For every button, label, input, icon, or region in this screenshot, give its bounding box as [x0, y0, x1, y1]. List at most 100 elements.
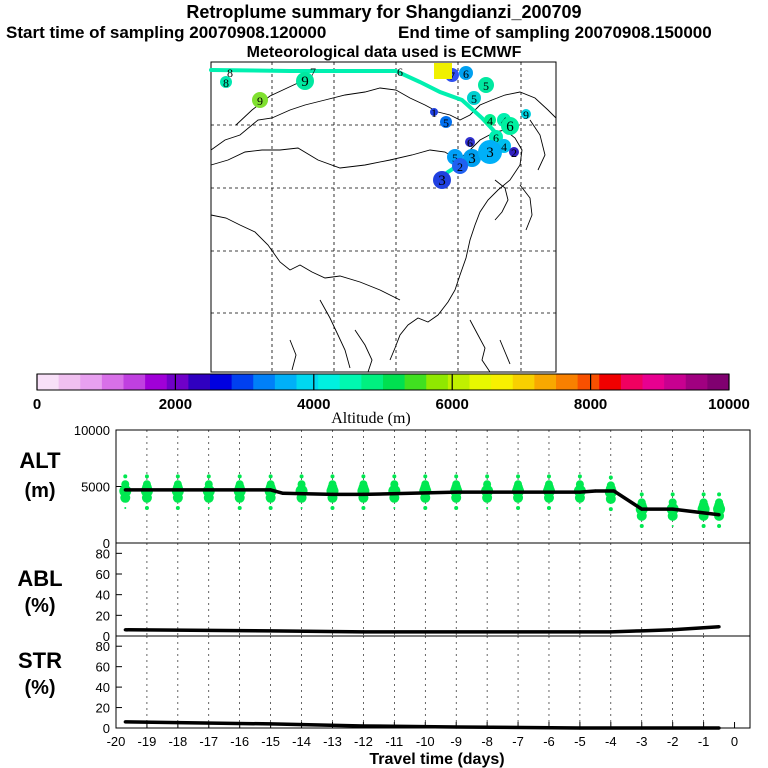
map-marker: [220, 76, 232, 88]
alt-scatter-point: [605, 493, 616, 504]
alt-scatter-point: [237, 474, 242, 479]
alt-scatter-point: [639, 524, 644, 529]
alt-scatter-point: [574, 492, 585, 503]
panel-frame: [115, 542, 751, 637]
map-graticule: [211, 62, 556, 372]
alt-scatter-point: [268, 474, 273, 479]
x-tick-label: -20: [107, 734, 126, 749]
alt-scatter-point: [701, 524, 706, 529]
colorbar-swatch: [404, 374, 427, 390]
series-point: [361, 630, 366, 634]
panel-label: (%): [24, 595, 55, 617]
alt-scatter-point: [234, 492, 245, 503]
x-tick-label: -9: [450, 734, 462, 749]
colorbar-swatch: [664, 374, 687, 390]
y-tick-label: 60: [96, 660, 110, 675]
alt-scatter-point: [124, 506, 127, 509]
alt-scatter-point: [671, 525, 674, 528]
colorbar-swatch: [556, 374, 579, 390]
series-point: [123, 488, 127, 492]
alt-scatter-point: [393, 506, 396, 509]
x-tick-label: -18: [168, 734, 187, 749]
panel-frame: [115, 635, 751, 729]
colorbar-swatch: [101, 374, 124, 390]
alt-scatter-point: [608, 475, 613, 480]
alt-scatter-point: [516, 505, 521, 510]
alt-scatter-point: [327, 482, 338, 493]
colorbar-swatch: [80, 374, 103, 390]
x-axis-label: Travel time (days): [369, 751, 504, 768]
series-point: [578, 490, 582, 494]
alt-scatter-point: [423, 505, 428, 510]
colorbar-swatch: [685, 374, 708, 390]
alt-scatter-point: [454, 474, 459, 479]
alt-scatter-point: [299, 474, 304, 479]
series-point: [361, 492, 366, 497]
alt-scatter-point: [578, 506, 581, 509]
series-point: [454, 630, 458, 634]
map-marker-label: 8: [227, 66, 233, 80]
map-marker-label: 4: [501, 140, 507, 154]
alt-scatter-point: [636, 510, 647, 521]
alt-scatter-point: [483, 483, 492, 492]
alt-scatter-point: [390, 483, 399, 492]
alt-scatter-point: [141, 492, 152, 503]
alt-scatter-point: [451, 482, 462, 493]
alt-scatter-point: [575, 483, 584, 492]
altitude-colorbar: 0 2000 4000 6000 8000 10000: [33, 373, 750, 413]
map-marker-label: 3: [486, 145, 494, 161]
alt-scatter-point: [546, 474, 551, 479]
x-tick-label: -16: [230, 734, 249, 749]
x-tick-label: -2: [667, 734, 679, 749]
colorbar-swatch: [707, 374, 730, 390]
x-tick-label: -1: [698, 734, 710, 749]
colorbar-swatch: [318, 374, 341, 390]
colorbar-swatch: [426, 374, 449, 390]
alt-scatter-point: [516, 474, 521, 479]
alt-scatter-point: [701, 492, 706, 497]
colorbar-swatch: [491, 374, 514, 390]
x-tick-label: -13: [323, 734, 342, 749]
colorbar-swatch: [642, 374, 665, 390]
alt-scatter-point: [454, 505, 459, 510]
alt-scatter-point: [670, 492, 675, 497]
map-marker: [430, 108, 438, 116]
colorbar-swatch: [188, 374, 211, 390]
series-point: [609, 630, 613, 634]
series-line-alt: [125, 488, 720, 517]
map-marker-label: 2: [457, 160, 463, 174]
x-tick-label: -8: [481, 734, 493, 749]
map-marker-label: 3: [468, 151, 476, 167]
series-line-str: [125, 720, 720, 730]
alt-scatter-point: [451, 492, 462, 503]
series-point: [578, 630, 582, 634]
alt-scatter-point: [543, 492, 554, 503]
series-point: [671, 628, 675, 632]
colorbar-swatch: [210, 374, 233, 390]
y-tick-label: 40: [96, 680, 110, 695]
colorbar-swatch: [339, 374, 362, 390]
panel-label: (%): [24, 677, 55, 699]
alt-scatter-point: [714, 500, 725, 511]
colorbar-swatch: [469, 374, 492, 390]
colorbar-swatch: [447, 374, 470, 390]
series-point: [330, 492, 335, 497]
y-tick-label: 10000: [74, 423, 110, 438]
x-tick-label: -11: [385, 734, 403, 749]
x-tick-label: -15: [261, 734, 280, 749]
map-marker-label: 4: [487, 114, 493, 128]
map-marker: [440, 116, 452, 128]
panel-label: ALT: [19, 448, 61, 473]
series-point: [123, 628, 127, 632]
alt-scatter-point: [175, 474, 180, 479]
alt-scatter-point: [485, 474, 490, 479]
series-line-abl: [125, 624, 720, 634]
panel-str: 80 60 40 20 0 STR (%): [18, 635, 751, 736]
alt-scatter-point: [120, 492, 131, 503]
alt-scatter-point: [639, 492, 644, 497]
y-tick-label: 80: [96, 639, 110, 654]
alt-scatter-point: [608, 507, 613, 512]
alt-scatter-point: [144, 505, 149, 510]
panel-label: (m): [24, 480, 55, 502]
series-point: [454, 490, 458, 494]
